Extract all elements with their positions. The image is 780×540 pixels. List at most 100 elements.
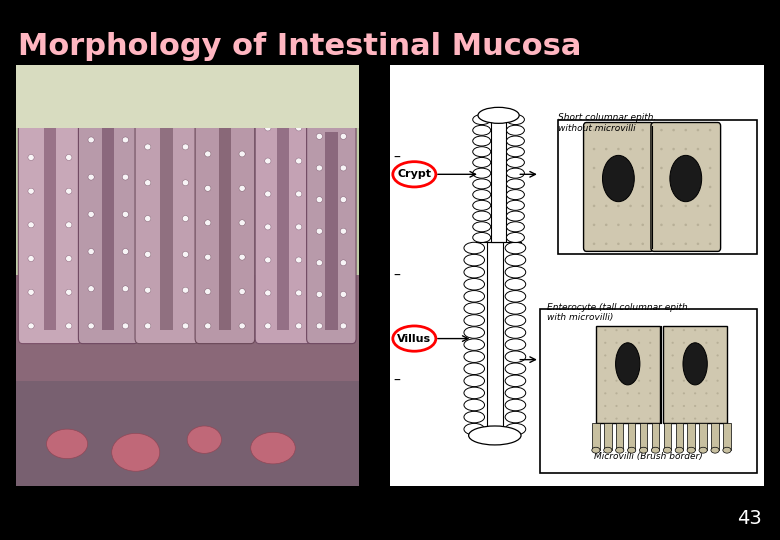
Ellipse shape bbox=[506, 114, 524, 125]
Ellipse shape bbox=[626, 417, 629, 420]
Ellipse shape bbox=[604, 405, 606, 407]
Ellipse shape bbox=[672, 224, 675, 226]
Ellipse shape bbox=[464, 399, 484, 411]
Ellipse shape bbox=[604, 447, 612, 453]
Ellipse shape bbox=[505, 387, 526, 399]
Ellipse shape bbox=[605, 167, 608, 169]
Ellipse shape bbox=[473, 211, 491, 221]
Bar bbox=[640, 423, 647, 450]
Ellipse shape bbox=[649, 342, 651, 344]
Ellipse shape bbox=[629, 148, 632, 150]
Ellipse shape bbox=[672, 186, 675, 188]
Ellipse shape bbox=[340, 133, 346, 139]
Ellipse shape bbox=[264, 290, 271, 296]
Bar bbox=[723, 423, 731, 450]
Ellipse shape bbox=[473, 147, 491, 157]
Ellipse shape bbox=[640, 447, 647, 453]
Ellipse shape bbox=[505, 242, 526, 254]
Text: Short columnar epith.
without microvilli: Short columnar epith. without microvilli bbox=[558, 113, 657, 133]
Ellipse shape bbox=[296, 125, 302, 131]
Ellipse shape bbox=[88, 100, 94, 106]
Ellipse shape bbox=[239, 220, 245, 226]
Ellipse shape bbox=[649, 367, 651, 369]
Ellipse shape bbox=[694, 417, 697, 420]
Ellipse shape bbox=[705, 367, 707, 369]
Ellipse shape bbox=[709, 148, 711, 150]
Ellipse shape bbox=[682, 367, 685, 369]
Ellipse shape bbox=[717, 329, 718, 331]
Ellipse shape bbox=[709, 167, 711, 169]
Ellipse shape bbox=[672, 392, 674, 394]
Bar bbox=[700, 423, 707, 450]
Bar bbox=[16, 381, 359, 486]
Ellipse shape bbox=[705, 342, 707, 344]
Ellipse shape bbox=[473, 125, 491, 136]
Ellipse shape bbox=[604, 342, 606, 344]
Ellipse shape bbox=[183, 287, 189, 293]
Ellipse shape bbox=[593, 148, 595, 150]
Ellipse shape bbox=[638, 405, 640, 407]
Ellipse shape bbox=[628, 447, 636, 453]
Ellipse shape bbox=[682, 392, 685, 394]
Ellipse shape bbox=[717, 380, 718, 382]
Ellipse shape bbox=[626, 329, 629, 331]
Ellipse shape bbox=[183, 252, 189, 257]
Ellipse shape bbox=[615, 417, 618, 420]
Ellipse shape bbox=[651, 447, 660, 453]
Ellipse shape bbox=[615, 392, 618, 394]
Ellipse shape bbox=[649, 329, 651, 331]
Ellipse shape bbox=[464, 315, 484, 326]
Ellipse shape bbox=[506, 211, 524, 221]
Bar bbox=[325, 132, 338, 330]
Ellipse shape bbox=[672, 417, 674, 420]
Ellipse shape bbox=[615, 367, 618, 369]
Ellipse shape bbox=[88, 174, 94, 180]
Ellipse shape bbox=[649, 405, 651, 407]
Ellipse shape bbox=[660, 186, 663, 188]
Ellipse shape bbox=[717, 417, 718, 420]
Ellipse shape bbox=[239, 323, 245, 329]
FancyBboxPatch shape bbox=[79, 81, 138, 343]
Ellipse shape bbox=[629, 242, 632, 245]
Ellipse shape bbox=[316, 165, 322, 171]
Ellipse shape bbox=[478, 107, 519, 123]
Ellipse shape bbox=[473, 222, 491, 232]
Ellipse shape bbox=[239, 254, 245, 260]
Ellipse shape bbox=[617, 224, 619, 226]
Ellipse shape bbox=[685, 224, 687, 226]
Ellipse shape bbox=[697, 186, 699, 188]
Ellipse shape bbox=[672, 354, 674, 356]
Ellipse shape bbox=[641, 242, 644, 245]
Ellipse shape bbox=[638, 329, 640, 331]
Ellipse shape bbox=[464, 279, 484, 290]
Ellipse shape bbox=[626, 380, 629, 382]
Bar bbox=[616, 423, 623, 450]
Ellipse shape bbox=[66, 255, 72, 261]
Ellipse shape bbox=[641, 224, 644, 226]
Ellipse shape bbox=[183, 180, 189, 186]
Ellipse shape bbox=[717, 392, 718, 394]
Ellipse shape bbox=[660, 205, 663, 207]
Ellipse shape bbox=[593, 129, 595, 131]
Ellipse shape bbox=[670, 156, 702, 201]
Ellipse shape bbox=[682, 380, 685, 382]
Ellipse shape bbox=[204, 220, 211, 226]
Ellipse shape bbox=[705, 354, 707, 356]
Bar bbox=[558, 119, 757, 254]
Ellipse shape bbox=[682, 342, 685, 344]
Bar bbox=[604, 423, 612, 450]
FancyBboxPatch shape bbox=[583, 123, 653, 252]
Ellipse shape bbox=[675, 447, 683, 453]
Ellipse shape bbox=[685, 148, 687, 150]
Ellipse shape bbox=[464, 411, 484, 423]
Ellipse shape bbox=[506, 125, 524, 136]
Ellipse shape bbox=[144, 323, 151, 329]
Bar bbox=[16, 65, 359, 128]
Ellipse shape bbox=[204, 323, 211, 329]
Ellipse shape bbox=[250, 433, 296, 464]
Ellipse shape bbox=[617, 242, 619, 245]
Ellipse shape bbox=[641, 167, 644, 169]
Ellipse shape bbox=[505, 266, 526, 278]
Ellipse shape bbox=[239, 185, 245, 191]
Ellipse shape bbox=[641, 186, 644, 188]
